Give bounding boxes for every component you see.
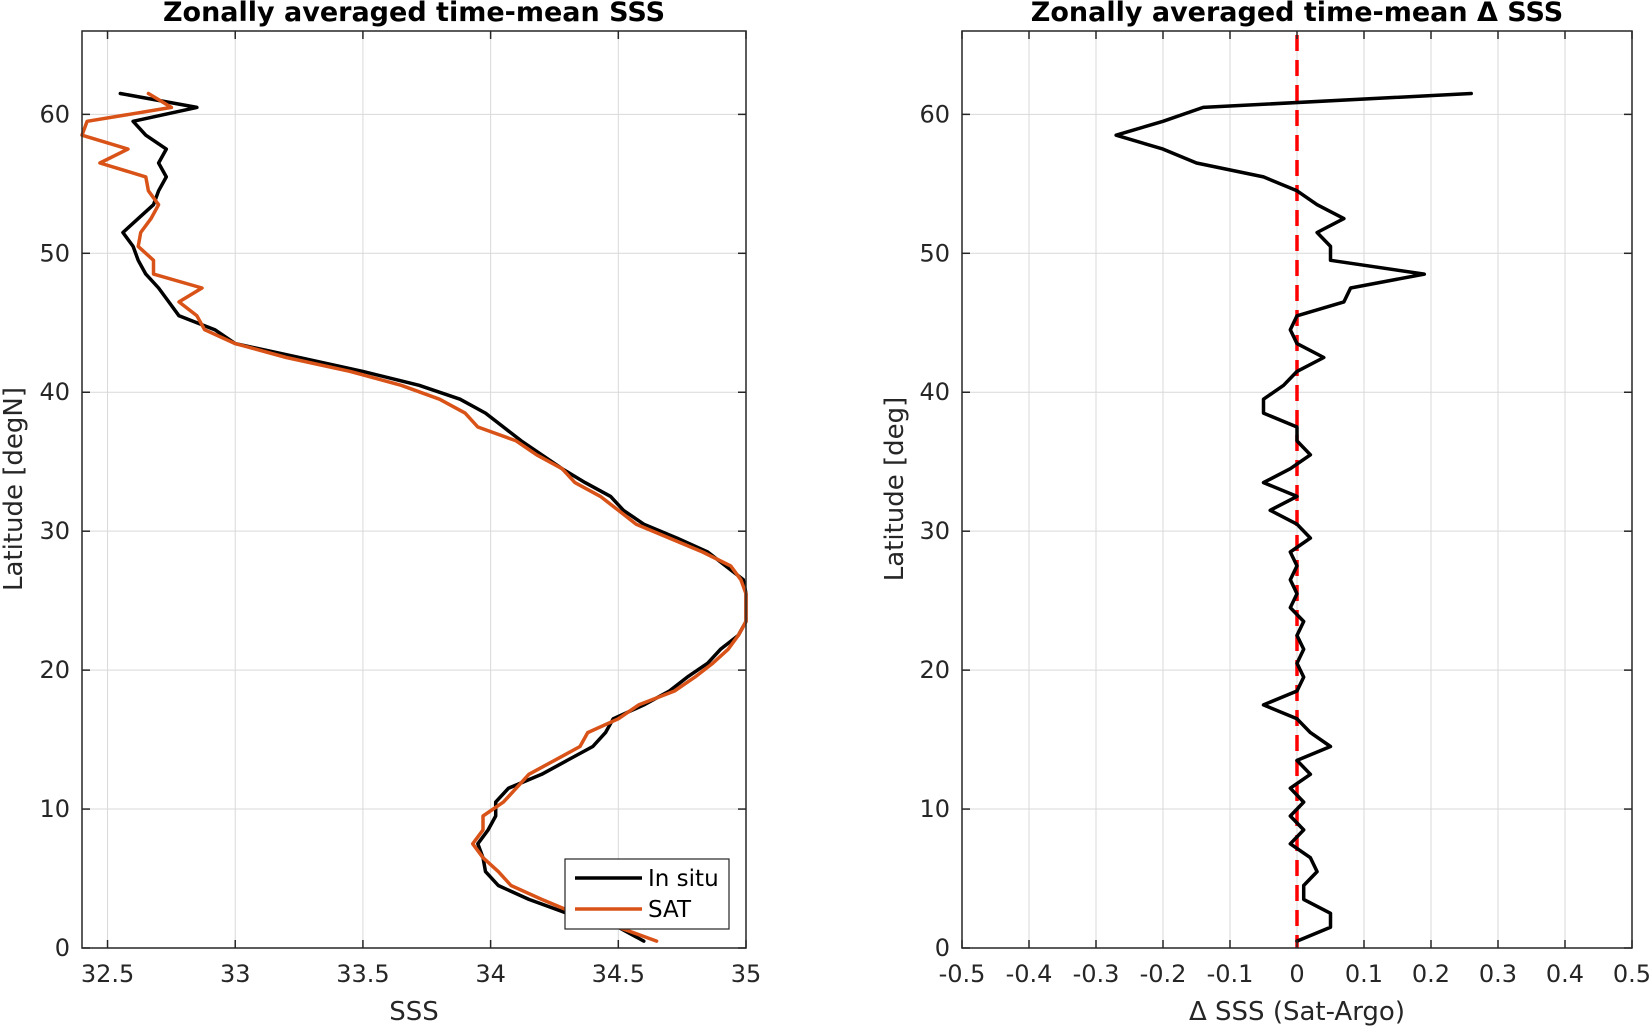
x-tick-label: 0 [1289,960,1304,988]
left-ylabel: Latitude [degN] [0,387,29,591]
right-series-group [1114,91,1473,943]
y-tick-label: 30 [39,517,70,545]
legend: In situ SAT [564,858,730,930]
series-line-in-situ [118,91,748,943]
left-panel-sss: Zonally averaged time-mean SSS 32.5 33 33.… [0,0,761,1027]
series-line-sat [80,91,748,943]
left-axes-frame [81,30,747,949]
right-ylabel: Latitude [deg] [880,397,910,582]
y-tick-label: 20 [39,656,70,684]
right-xlabel: Δ SSS (Sat-Argo) [1189,997,1405,1027]
x-tick-label: 34.5 [592,960,645,988]
series-line-delta-sss [1114,91,1473,943]
x-tick-label: -0.2 [1140,960,1187,988]
right-chart-title: Zonally averaged time-mean Δ SSS [1031,0,1563,28]
y-tick-label: 10 [39,795,70,823]
x-tick-label: 0.1 [1345,960,1383,988]
y-tick-label: 40 [919,378,950,406]
x-tick-label: -0.4 [1006,960,1053,988]
x-tick-label: 32.5 [81,960,134,988]
y-tick-label: 60 [39,100,70,128]
legend-label-in-situ: In situ [648,866,719,892]
x-tick-label: 0.2 [1412,960,1450,988]
x-tick-label: 33.5 [336,960,389,988]
x-tick-label: 0.5 [1613,960,1651,988]
left-series-group [80,91,748,943]
left-xlabel: SSS [389,997,439,1027]
y-tick-label: 0 [55,934,70,962]
x-tick-label: -0.5 [939,960,986,988]
y-tick-label: 10 [919,795,950,823]
left-chart-title: Zonally averaged time-mean SSS [163,0,665,28]
y-tick-label: 50 [919,239,950,267]
y-tick-label: 0 [935,934,950,962]
right-panel-delta-sss: Zonally averaged time-mean Δ SSS -0.5 -0.… [880,0,1651,1027]
x-tick-label: 34 [475,960,506,988]
y-tick-label: 50 [39,239,70,267]
x-tick-label: 0.3 [1479,960,1517,988]
legend-box [564,858,730,930]
x-tick-label: -0.1 [1207,960,1254,988]
x-tick-label: -0.3 [1073,960,1120,988]
y-tick-label: 40 [39,378,70,406]
right-ticks: -0.5 -0.4 -0.3 -0.2 -0.1 0 0.1 0.2 0.3 0.4 0.5 0 10 2… [919,31,1651,988]
left-ticks: 32.5 33 33.5 34 34.5 35 0 10 20 30 40 50 60 [39,31,761,988]
x-tick-label: 35 [731,960,762,988]
y-tick-label: 20 [919,656,950,684]
left-grid [82,31,747,949]
x-tick-label: 33 [220,960,251,988]
legend-label-sat: SAT [648,897,692,923]
x-tick-label: 0.4 [1546,960,1584,988]
y-tick-label: 30 [919,517,950,545]
y-tick-label: 60 [919,100,950,128]
